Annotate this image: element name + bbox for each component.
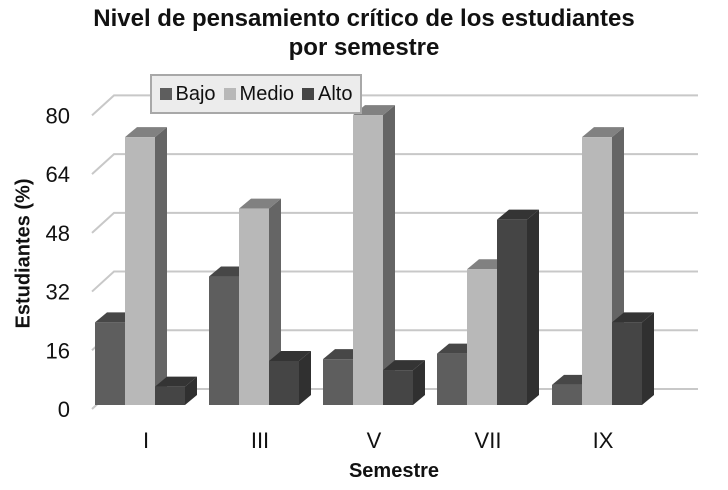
x-tick-label: V: [367, 428, 382, 453]
bar-top: [612, 312, 654, 323]
bar-side: [155, 127, 167, 405]
bar-group-III: [209, 198, 311, 405]
bar-bajo-IX: [552, 384, 582, 405]
bar-top: [239, 198, 281, 209]
y-tick-label: 0: [58, 397, 70, 422]
bar-top: [383, 360, 425, 371]
bar-bajo-III: [209, 276, 239, 405]
bar-medio-I: [125, 137, 155, 405]
y-tick-label: 16: [46, 338, 70, 363]
bar-top: [269, 350, 311, 361]
bar-group-I: [95, 127, 197, 405]
legend-label-alto: Alto: [318, 82, 353, 105]
x-tick-label: I: [143, 428, 149, 453]
legend-swatch-medio: [223, 88, 236, 100]
y-axis-label: Estudiantes (%): [12, 178, 35, 329]
chart-title: Nivel de pensamiento crítico de los estu…: [0, 4, 728, 62]
bar-top: [353, 105, 395, 116]
legend-item-alto: Alto: [302, 83, 352, 106]
chart-title-line-1: Nivel de pensamiento crítico de los estu…: [93, 5, 635, 32]
bar-top: [582, 127, 624, 138]
x-tick-label: III: [251, 428, 269, 453]
bar-top: [497, 209, 539, 220]
legend-swatch-alto: [302, 88, 315, 100]
bar-alto-IX: [612, 322, 642, 405]
bar-side: [185, 376, 197, 405]
bar-side: [642, 312, 654, 405]
y-tick-label: 32: [46, 280, 70, 305]
bar-alto-I: [155, 386, 185, 405]
bar-bajo-V: [323, 359, 353, 405]
bar-alto-III: [269, 360, 299, 405]
bar-side: [269, 198, 281, 405]
bar-group-V: [323, 105, 425, 405]
gridline-48: [91, 211, 698, 234]
bar-bajo-VII: [437, 353, 467, 405]
gridline-80: [91, 94, 698, 117]
y-tick-label: 80: [46, 103, 70, 128]
legend-label-medio: Medio: [239, 82, 295, 105]
chart-legend: Bajo Medio Alto: [150, 74, 362, 114]
x-axis-label: Semestre: [348, 460, 440, 482]
gridline-64: [91, 153, 698, 175]
bar-medio-VII: [467, 269, 497, 405]
bar-side: [299, 350, 311, 405]
bar-alto-V: [383, 370, 413, 405]
bar-alto-VII: [497, 219, 527, 405]
bar-bajo-I: [95, 322, 125, 405]
bar-top: [125, 127, 167, 138]
legend-item-bajo: Bajo: [159, 82, 216, 106]
chart-title-line-2: por semestre: [288, 34, 440, 61]
legend-swatch-bajo: [159, 88, 172, 100]
y-tick-label: 64: [46, 162, 70, 187]
x-tick-label: VII: [475, 428, 502, 453]
legend-label-bajo: Bajo: [175, 82, 216, 105]
bar-side: [413, 360, 425, 405]
bar-group-IX: [552, 127, 654, 405]
bar-side: [383, 105, 395, 405]
legend-item-medio: Medio: [223, 82, 295, 106]
bar-top: [155, 376, 197, 387]
y-tick-label: 48: [46, 221, 70, 246]
bar-side: [527, 209, 539, 405]
bar-medio-III: [239, 208, 269, 405]
bar-medio-V: [353, 115, 383, 405]
x-tick-label: IX: [593, 428, 614, 453]
bar-medio-IX: [582, 137, 612, 405]
bar-group-VII: [437, 209, 539, 405]
